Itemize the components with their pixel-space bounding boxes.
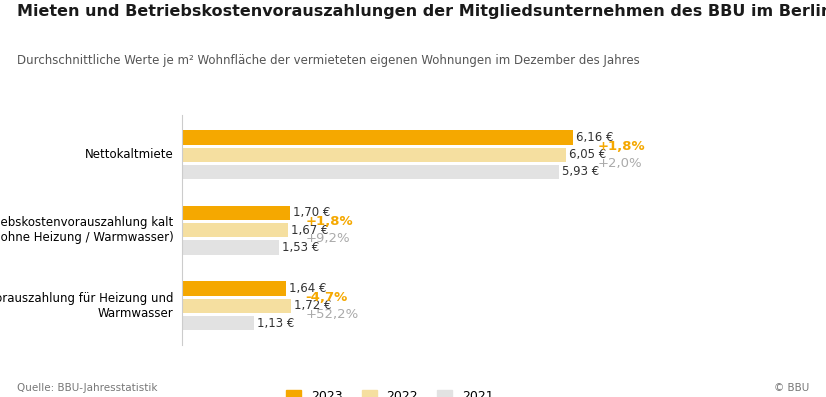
Text: +9,2%: +9,2%: [306, 232, 350, 245]
Text: 1,53 €: 1,53 €: [282, 241, 320, 254]
Text: +1,8%: +1,8%: [306, 215, 354, 228]
Text: 1,67 €: 1,67 €: [291, 224, 329, 237]
Text: 5,93 €: 5,93 €: [562, 166, 599, 179]
Text: 1,70 €: 1,70 €: [293, 206, 330, 220]
Text: Durchschnittliche Werte je m² Wohnfläche der vermieteten eigenen Wohnungen im De: Durchschnittliche Werte je m² Wohnfläche…: [17, 54, 639, 67]
Bar: [182, 165, 558, 179]
Bar: [182, 240, 279, 255]
Bar: [182, 316, 254, 330]
Bar: [182, 281, 286, 296]
Text: 6,16 €: 6,16 €: [577, 131, 614, 144]
Text: © BBU: © BBU: [774, 383, 809, 393]
Legend: 2023, 2022, 2021: 2023, 2022, 2021: [281, 385, 499, 397]
Bar: [182, 223, 287, 237]
Text: +52,2%: +52,2%: [306, 308, 358, 321]
Bar: [182, 299, 291, 313]
Text: -4,7%: -4,7%: [306, 291, 348, 304]
Bar: [182, 148, 566, 162]
Text: 1,64 €: 1,64 €: [289, 282, 326, 295]
Text: +1,8%: +1,8%: [598, 140, 646, 152]
Bar: [182, 206, 290, 220]
Text: +2,0%: +2,0%: [598, 157, 643, 170]
Bar: [182, 130, 573, 145]
Text: 1,72 €: 1,72 €: [294, 299, 332, 312]
Text: Quelle: BBU-Jahresstatistik: Quelle: BBU-Jahresstatistik: [17, 383, 157, 393]
Text: 6,05 €: 6,05 €: [569, 148, 606, 161]
Text: Mieten und Betriebskostenvorauszahlungen der Mitgliedsunternehmen des BBU im Ber: Mieten und Betriebskostenvorauszahlungen…: [17, 4, 826, 19]
Text: 1,13 €: 1,13 €: [257, 316, 294, 330]
